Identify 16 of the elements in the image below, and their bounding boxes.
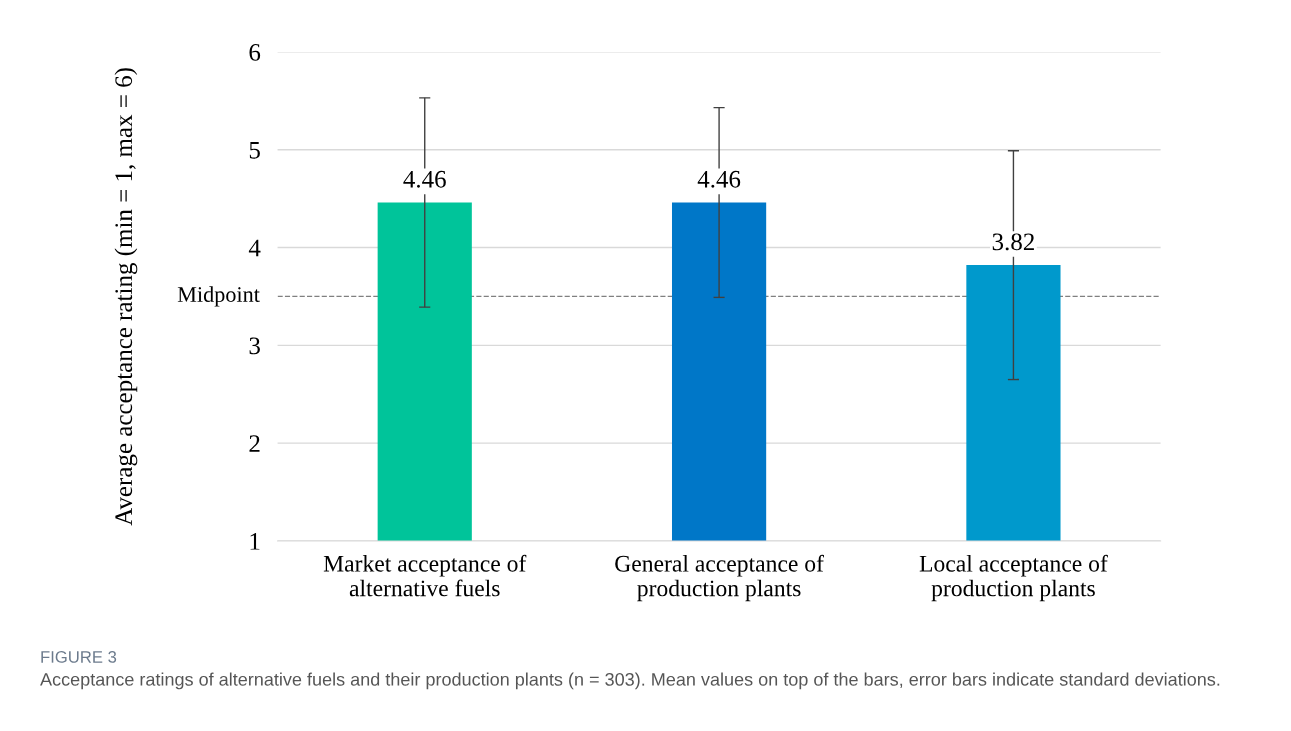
y-tick-label: 2	[249, 435, 260, 452]
text: Acceptance ratings of alternative fuels and their production plants (n = 303). Mean values on top of the bars, error bars indicate standard deviations.	[40, 672, 1220, 690]
data-label: 4.46	[403, 170, 446, 188]
data-label: 4.46	[697, 170, 741, 188]
y-axis-title: Average acceptance rating (min = 1, max = 6)	[114, 68, 138, 526]
x-tick-label: General acceptance of production plants	[615, 554, 824, 602]
y-tick-label: 6	[249, 44, 261, 61]
x-tick-label: Local acceptance of production plants	[919, 554, 1108, 602]
ref-line-label: Midpoint	[177, 286, 260, 307]
y-tick-label: 4	[248, 239, 261, 257]
y-tick-label: 5	[249, 142, 260, 159]
caption: FIGURE 3	[41, 651, 117, 663]
y-tick-label: 3	[249, 337, 260, 355]
y-tick-label: 1	[250, 533, 260, 550]
x-tick-label: Market acceptance of alternative fuels	[323, 554, 527, 597]
data-label: 3.82	[992, 233, 1034, 251]
